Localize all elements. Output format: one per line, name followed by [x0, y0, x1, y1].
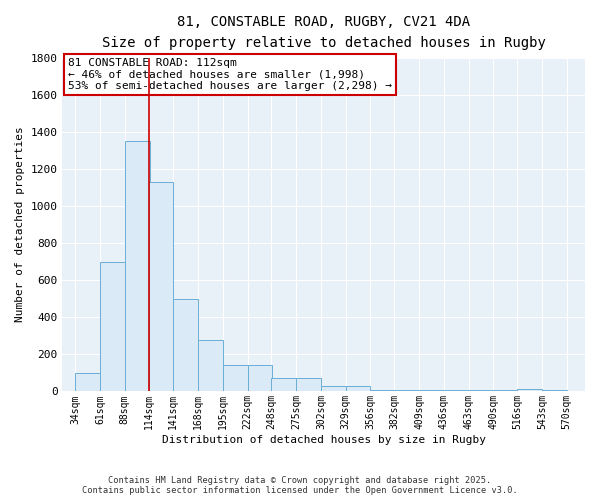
X-axis label: Distribution of detached houses by size in Rugby: Distribution of detached houses by size …	[162, 435, 486, 445]
Bar	[444, 390, 469, 392]
Bar	[394, 390, 419, 392]
Bar	[321, 386, 346, 392]
Bar	[370, 390, 395, 392]
Bar	[248, 364, 272, 392]
Bar	[223, 364, 248, 392]
Bar	[493, 390, 518, 392]
Bar	[542, 390, 566, 392]
Title: 81, CONSTABLE ROAD, RUGBY, CV21 4DA
Size of property relative to detached houses: 81, CONSTABLE ROAD, RUGBY, CV21 4DA Size…	[102, 15, 545, 50]
Bar	[173, 298, 198, 392]
Bar	[296, 378, 321, 392]
Text: Contains HM Land Registry data © Crown copyright and database right 2025.
Contai: Contains HM Land Registry data © Crown c…	[82, 476, 518, 495]
Bar	[125, 141, 149, 392]
Y-axis label: Number of detached properties: Number of detached properties	[15, 126, 25, 322]
Bar	[149, 182, 173, 392]
Bar	[271, 378, 296, 392]
Bar	[517, 388, 542, 392]
Bar	[100, 262, 125, 392]
Bar	[469, 390, 493, 392]
Bar	[346, 386, 370, 392]
Text: 81 CONSTABLE ROAD: 112sqm
← 46% of detached houses are smaller (1,998)
53% of se: 81 CONSTABLE ROAD: 112sqm ← 46% of detac…	[68, 58, 392, 91]
Bar	[198, 340, 223, 392]
Bar	[419, 390, 444, 392]
Bar	[75, 373, 100, 392]
